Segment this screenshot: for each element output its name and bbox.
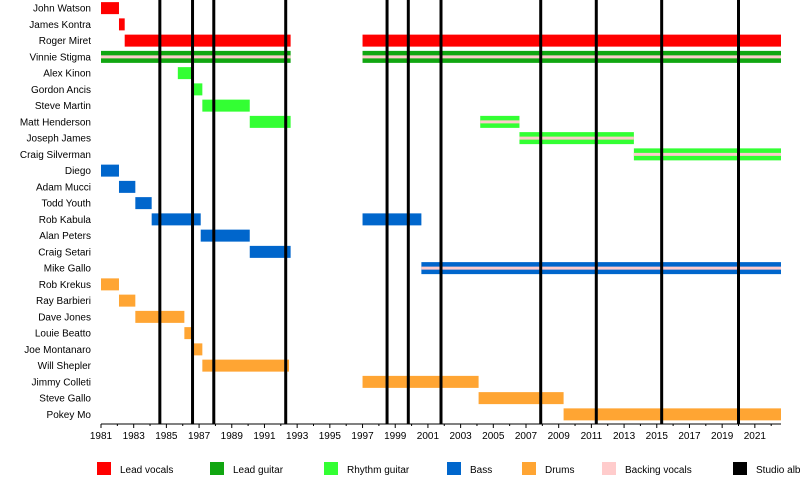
member-bar-lead-vocals bbox=[118, 18, 125, 31]
x-tick-label: 2017 bbox=[678, 431, 701, 442]
x-tick-label: 1985 bbox=[155, 431, 178, 442]
member-bar-backing-vocals-stripe bbox=[480, 120, 520, 124]
member-bar-bass bbox=[200, 229, 250, 242]
member-bar-drums bbox=[202, 359, 289, 372]
x-axis: 1981 1983 1985 1987 1989 1991 1993 1995 1997 1999… bbox=[90, 423, 781, 442]
member-bar-drums bbox=[362, 375, 479, 388]
member-name-label: Will Shepler bbox=[38, 361, 92, 372]
legend-swatch-lead-guitar bbox=[210, 462, 224, 475]
x-tick-label: 2003 bbox=[449, 431, 472, 442]
member-name-label: Gordon Ancis bbox=[31, 85, 91, 96]
member-bar-bass bbox=[151, 213, 201, 226]
x-tick-label: 2021 bbox=[744, 431, 767, 442]
x-tick-label: 1991 bbox=[253, 431, 276, 442]
x-tick-label: 2015 bbox=[646, 431, 669, 442]
x-tick-label: 1995 bbox=[319, 431, 342, 442]
member-name-label: Vinnie Stigma bbox=[29, 52, 91, 63]
member-name-label: Louie Beatto bbox=[35, 329, 92, 340]
legend-label-drums: Drums bbox=[545, 465, 574, 476]
member-name-label: Steve Gallo bbox=[39, 394, 91, 405]
member-name-label: Todd Youth bbox=[42, 199, 92, 210]
member-bar-drums bbox=[478, 392, 564, 405]
x-tick-label: 2001 bbox=[417, 431, 440, 442]
x-tick-label: 1999 bbox=[384, 431, 407, 442]
legend-swatch-backing-vocals bbox=[602, 462, 616, 475]
member-name-label: Ray Barbieri bbox=[36, 296, 91, 307]
member-name-label: Craig Setari bbox=[38, 247, 91, 258]
member-bar-drums bbox=[563, 408, 781, 421]
member-bar-bass bbox=[249, 245, 291, 258]
member-bar-rhythm-guitar bbox=[177, 67, 193, 80]
member-bar-bass bbox=[101, 164, 119, 177]
member-name-label: Dave Jones bbox=[38, 312, 91, 323]
member-bar-backing-vocals-stripe bbox=[362, 55, 781, 59]
x-tick-label: 1989 bbox=[221, 431, 244, 442]
member-name-label: Diego bbox=[65, 166, 92, 177]
x-tick-label: 1981 bbox=[90, 431, 113, 442]
legend-label-lead-vocals: Lead vocals bbox=[120, 465, 173, 476]
legend-label-backing-vocals: Backing vocals bbox=[625, 465, 692, 476]
legend-label-rhythm-guitar: Rhythm guitar bbox=[347, 465, 410, 476]
member-name-label: James Kontra bbox=[29, 20, 91, 31]
member-name-label: Joseph James bbox=[27, 134, 91, 145]
member-bar-backing-vocals-stripe bbox=[519, 136, 634, 140]
x-tick-label: 1987 bbox=[188, 431, 211, 442]
member-name-label: Rob Kabula bbox=[39, 215, 92, 226]
legend-swatch-drums bbox=[522, 462, 536, 475]
member-bar-lead-vocals bbox=[101, 2, 119, 15]
member-bar-drums bbox=[101, 278, 119, 291]
x-tick-label: 2005 bbox=[482, 431, 505, 442]
legend-label-studio-album: Studio album bbox=[756, 465, 800, 476]
member-name-label: Matt Henderson bbox=[20, 117, 91, 128]
member-bar-drums bbox=[184, 327, 193, 340]
x-tick-label: 2009 bbox=[548, 431, 571, 442]
member-bar-bass bbox=[362, 213, 422, 226]
member-name-label: Steve Martin bbox=[35, 101, 91, 112]
member-name-label: Pokey Mo bbox=[47, 410, 92, 421]
x-tick-label: 2013 bbox=[613, 431, 636, 442]
member-bar-bass bbox=[135, 197, 152, 210]
member-bar-backing-vocals-stripe bbox=[633, 152, 781, 156]
member-bar-lead-vocals bbox=[124, 34, 291, 47]
member-bar-drums bbox=[118, 294, 136, 307]
member-name-label: Mike Gallo bbox=[44, 264, 92, 275]
member-bar-lead-vocals bbox=[362, 34, 781, 47]
legend-swatch-bass bbox=[447, 462, 461, 475]
member-bar-rhythm-guitar bbox=[192, 83, 203, 96]
x-tick-label: 1997 bbox=[351, 431, 374, 442]
member-name-label: Roger Miret bbox=[39, 36, 91, 47]
member-name-label: Jimmy Colleti bbox=[32, 377, 91, 388]
legend-label-bass: Bass bbox=[470, 465, 492, 476]
x-tick-label: 2019 bbox=[711, 431, 734, 442]
member-bar-backing-vocals-stripe bbox=[101, 55, 291, 59]
member-name-label: Adam Mucci bbox=[36, 182, 91, 193]
x-tick-label: 2007 bbox=[515, 431, 538, 442]
member-name-label: Alan Peters bbox=[39, 231, 91, 242]
legend-swatch-rhythm-guitar bbox=[324, 462, 338, 475]
x-tick-label: 2011 bbox=[581, 431, 603, 442]
plot-area bbox=[101, 0, 781, 424]
member-name-label: John Watson bbox=[33, 4, 91, 15]
member-name-label: Alex Kinon bbox=[43, 69, 91, 80]
member-bar-rhythm-guitar bbox=[249, 115, 291, 128]
member-labels: John Watson James Kontra Roger Miret Vinnie… bbox=[20, 4, 92, 421]
member-name-label: Craig Silverman bbox=[20, 150, 91, 161]
x-tick-label: 1993 bbox=[286, 431, 309, 442]
member-bar-bass bbox=[118, 180, 136, 193]
member-bar-backing-vocals-stripe bbox=[421, 266, 781, 270]
legend-swatch-studio-album bbox=[733, 462, 747, 475]
member-name-label: Joe Montanaro bbox=[24, 345, 91, 356]
member-bar-rhythm-guitar bbox=[202, 99, 250, 112]
member-name-label: Rob Krekus bbox=[39, 280, 91, 291]
legend: Lead vocals Lead guitar Rhythm guitar Bass D… bbox=[97, 462, 800, 476]
legend-swatch-lead-vocals bbox=[97, 462, 111, 475]
member-bar-drums bbox=[192, 343, 203, 356]
legend-label-lead-guitar: Lead guitar bbox=[233, 465, 284, 476]
x-tick-label: 1983 bbox=[123, 431, 146, 442]
